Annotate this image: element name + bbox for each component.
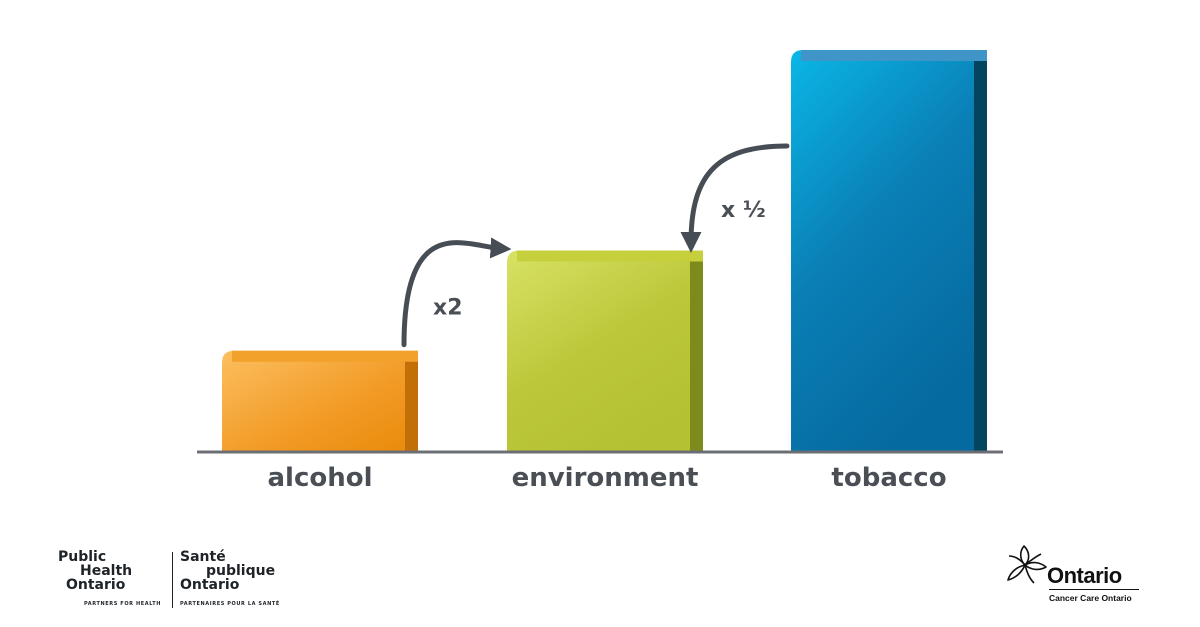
pho-fr-line3: Ontario bbox=[180, 577, 240, 593]
bar-alcohol bbox=[222, 350, 418, 451]
trillium-icon bbox=[1007, 545, 1047, 584]
pho-fr-line1: Santé bbox=[180, 549, 226, 565]
pho-en-line2: Health bbox=[80, 563, 133, 579]
pho-logo-divider bbox=[172, 552, 173, 608]
ontario-logo-rule bbox=[1049, 589, 1139, 590]
public-health-ontario-logo: Public Health Ontario PARTNERS FOR HEALT… bbox=[58, 550, 298, 612]
ontario-logo-subtitle: Cancer Care Ontario bbox=[1049, 593, 1132, 603]
pho-fr-tagline: PARTENAIRES POUR LA SANTÉ bbox=[180, 601, 280, 607]
ontario-cancer-care-logo: Ontario Cancer Care Ontario bbox=[1000, 540, 1145, 610]
pho-en-tagline: PARTNERS FOR HEALTH bbox=[84, 601, 161, 607]
x-tick-label-environment: environment bbox=[512, 463, 699, 493]
arrow-tobacco-to-environment bbox=[680, 143, 790, 254]
pho-en-line1: Public bbox=[58, 549, 107, 565]
arrow-alcohol-to-environment bbox=[401, 237, 512, 348]
bar-tobacco bbox=[791, 50, 987, 452]
pho-logo-english: Public Health Ontario PARTNERS FOR HEALT… bbox=[58, 550, 161, 607]
pho-fr-line2: publique bbox=[206, 563, 276, 579]
x-tick-label-tobacco: tobacco bbox=[831, 463, 946, 493]
x-tick-label-alcohol: alcohol bbox=[267, 463, 372, 493]
pho-en-line3: Ontario bbox=[66, 577, 126, 593]
pho-logo-french: Santé publique Ontario PARTENAIRES POUR … bbox=[180, 550, 280, 607]
annotation-x2-label: x2 bbox=[433, 296, 463, 321]
ontario-wordmark: Ontario bbox=[1047, 563, 1122, 588]
annotation-half-label: x ½ bbox=[721, 198, 766, 223]
bar-environment bbox=[507, 250, 703, 451]
